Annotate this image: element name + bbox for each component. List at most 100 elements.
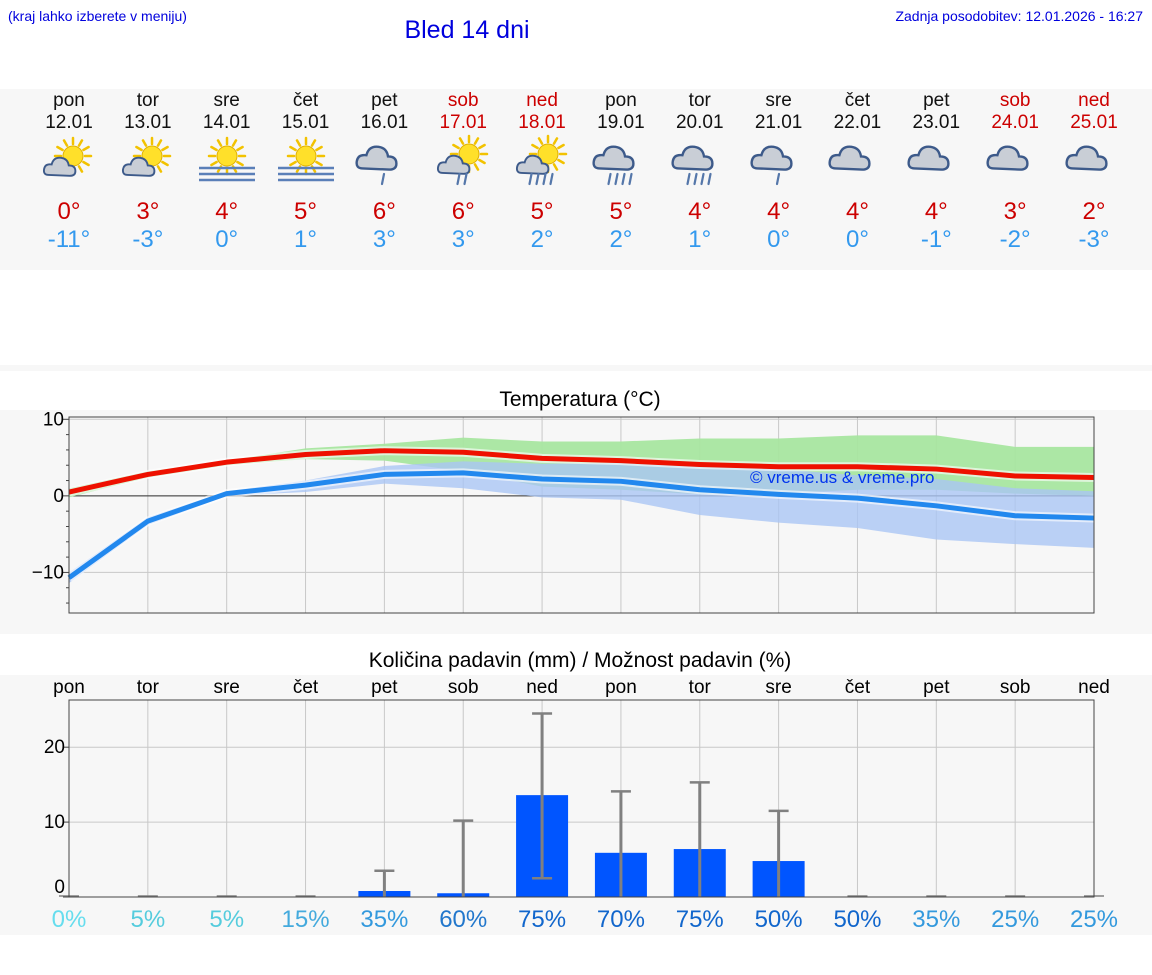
day-date: 25.01	[1070, 112, 1118, 133]
max-temp: 3°	[1003, 198, 1027, 225]
max-temp: 6°	[451, 198, 475, 225]
min-temp: 0°	[767, 226, 791, 253]
cloud-icon	[1054, 134, 1134, 192]
cloud-icon	[1065, 145, 1108, 171]
max-temp: 4°	[845, 198, 869, 225]
day-date: 16.01	[360, 112, 409, 133]
min-temp: -2°	[999, 226, 1031, 253]
day-date: 19.01	[597, 112, 645, 133]
max-temp: 5°	[294, 198, 317, 225]
day-date: 21.01	[754, 112, 803, 133]
day-column: sob 24.01 3° -2°	[975, 90, 1055, 254]
day-date: 18.01	[518, 112, 566, 133]
day-column: pet 16.01 6° 3°	[344, 90, 424, 254]
max-temp: 0°	[57, 198, 81, 225]
sun-cloud-light-rain-icon	[423, 134, 503, 192]
last-updated: Zadnja posodobitev: 12.01.2026 - 16:27	[895, 8, 1143, 24]
max-temp: 4°	[767, 198, 791, 225]
day-column: ned 18.01 5° 2°	[502, 90, 582, 254]
max-temp: 4°	[924, 198, 948, 225]
cloud-icon	[986, 145, 1029, 171]
day-name: ned	[526, 90, 558, 111]
day-name: pet	[923, 90, 950, 111]
day-name: čet	[292, 90, 319, 111]
min-temp: 1°	[688, 226, 712, 253]
max-temp: 6°	[372, 198, 396, 225]
day-date: 12.01	[45, 112, 93, 133]
day-column: tor 20.01 4° 1°	[660, 90, 740, 254]
min-temp: 2°	[530, 226, 554, 253]
sun-cloud-icon	[42, 136, 93, 177]
day-column: pon 19.01 5° 2°	[581, 90, 661, 254]
cloud-light-rain-icon	[344, 134, 424, 192]
temp-chart-title: Temperatura (°C)	[499, 388, 661, 411]
day-name: čet	[844, 90, 871, 111]
day-date: 20.01	[675, 112, 724, 133]
day-column: tor 13.01 3° -3°	[108, 90, 188, 254]
day-column: čet 22.01 4° 0°	[817, 90, 897, 254]
sun-fog-icon	[198, 136, 255, 182]
day-column: pet 23.01 4° -1°	[896, 90, 976, 254]
cloud-rain-icon	[671, 145, 714, 186]
day-name: sre	[765, 90, 792, 111]
day-column: pon 12.01 0° -11°	[29, 90, 109, 254]
day-date: 17.01	[439, 112, 487, 133]
sun-fog-icon	[266, 134, 346, 192]
min-temp: -3°	[132, 226, 164, 253]
cloud-icon	[817, 134, 897, 192]
sun-cloud-rain-icon	[502, 134, 582, 192]
day-name: tor	[688, 90, 711, 111]
day-column: sre 21.01 4° 0°	[739, 90, 819, 254]
day-date: 22.01	[833, 112, 882, 133]
min-temp: -3°	[1078, 226, 1110, 253]
page-title: Bled 14 dni	[404, 16, 530, 44]
min-temp: 0°	[845, 226, 869, 253]
day-name: sre	[213, 90, 240, 111]
cloud-icon	[975, 134, 1055, 192]
day-column: čet 15.01 5° 1°	[266, 90, 346, 254]
forecast-band	[0, 89, 1152, 270]
sun-cloud-light-rain-icon	[437, 134, 489, 186]
day-name: pon	[605, 90, 637, 111]
min-temp: 3°	[451, 226, 475, 253]
day-date: 15.01	[281, 112, 330, 133]
day-name: sob	[447, 90, 479, 111]
temp-chart-band	[0, 410, 1152, 634]
region-hint[interactable]: (kraj lahko izberete v meniju)	[8, 8, 187, 24]
day-name: tor	[136, 90, 159, 111]
cloud-rain-icon	[660, 134, 740, 192]
day-column: ned 25.01 2° -3°	[1054, 90, 1134, 254]
cloud-light-rain-icon	[355, 145, 398, 186]
day-date: 14.01	[202, 112, 251, 133]
max-temp: 2°	[1082, 198, 1106, 225]
day-column: sob 17.01 6° 3°	[423, 90, 503, 254]
sun-fog-icon	[187, 134, 267, 192]
cloud-rain-icon	[592, 145, 635, 186]
min-temp: 1°	[294, 226, 317, 253]
cloud-light-rain-icon	[739, 134, 819, 192]
cloud-icon	[907, 145, 950, 171]
day-column: sre 14.01 4° 0°	[187, 90, 267, 254]
min-temp: 2°	[609, 226, 633, 253]
day-name: pon	[53, 90, 85, 111]
max-temp: 4°	[688, 198, 712, 225]
sun-cloud-rain-icon	[516, 134, 568, 186]
sun-fog-icon	[277, 136, 334, 182]
day-name: pet	[371, 90, 398, 111]
day-date: 24.01	[991, 112, 1039, 133]
divider-band	[0, 365, 1152, 371]
cloud-light-rain-icon	[750, 145, 793, 186]
min-temp: 0°	[215, 226, 239, 253]
max-temp: 3°	[136, 198, 160, 225]
min-temp: -11°	[47, 226, 91, 253]
min-temp: 3°	[372, 226, 396, 253]
precip-chart-title: Količina padavin (mm) / Možnost padavin …	[368, 649, 792, 672]
copyright-notice: © vreme.us & vreme.pro	[750, 468, 935, 487]
sun-cloud-icon	[121, 136, 172, 177]
cloud-icon	[828, 145, 872, 171]
day-date: 13.01	[124, 112, 172, 133]
day-date: 23.01	[912, 112, 961, 133]
sun-cloud-icon	[108, 134, 188, 192]
max-temp: 5°	[609, 198, 633, 225]
cloud-icon	[896, 134, 976, 192]
